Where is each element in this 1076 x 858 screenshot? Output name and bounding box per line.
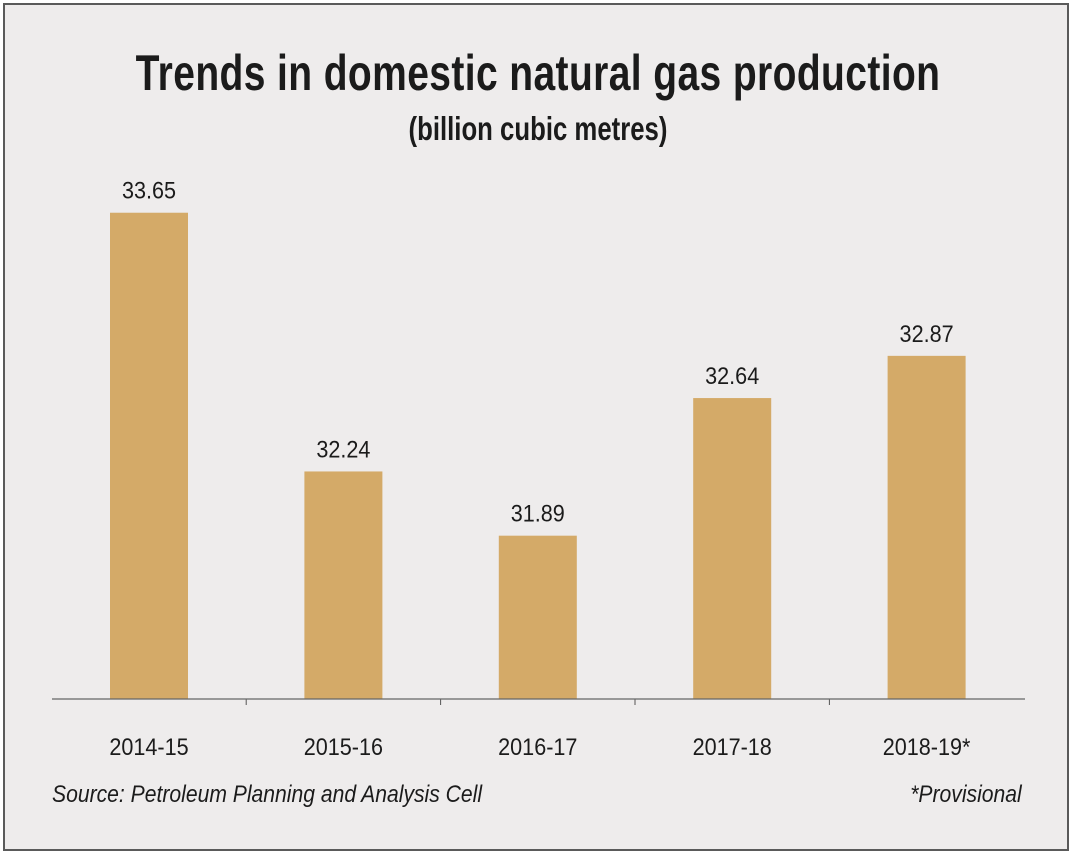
provisional-note: *Provisional — [910, 781, 1022, 808]
x-tick-label: 2014-15 — [109, 733, 188, 760]
bar — [693, 398, 772, 699]
bar — [110, 212, 188, 699]
chart-title: Trends in domestic natural gas productio… — [135, 45, 941, 101]
bar — [887, 355, 966, 699]
x-tick-label: 2018-19* — [883, 733, 971, 760]
x-tick-label: 2016-17 — [498, 733, 577, 760]
x-tick-label: 2015-16 — [304, 733, 383, 760]
chart-subtitle: (billion cubic metres) — [408, 110, 668, 147]
data-label: 32.87 — [900, 320, 954, 347]
bar — [304, 471, 383, 699]
data-label: 33.65 — [122, 177, 176, 204]
data-label: 32.64 — [705, 362, 759, 389]
x-tick-label: 2017-18 — [693, 733, 772, 760]
data-label: 31.89 — [511, 500, 565, 527]
source-note: Source: Petroleum Planning and Analysis … — [52, 781, 483, 808]
data-label: 32.24 — [316, 435, 370, 462]
bar — [498, 535, 577, 699]
